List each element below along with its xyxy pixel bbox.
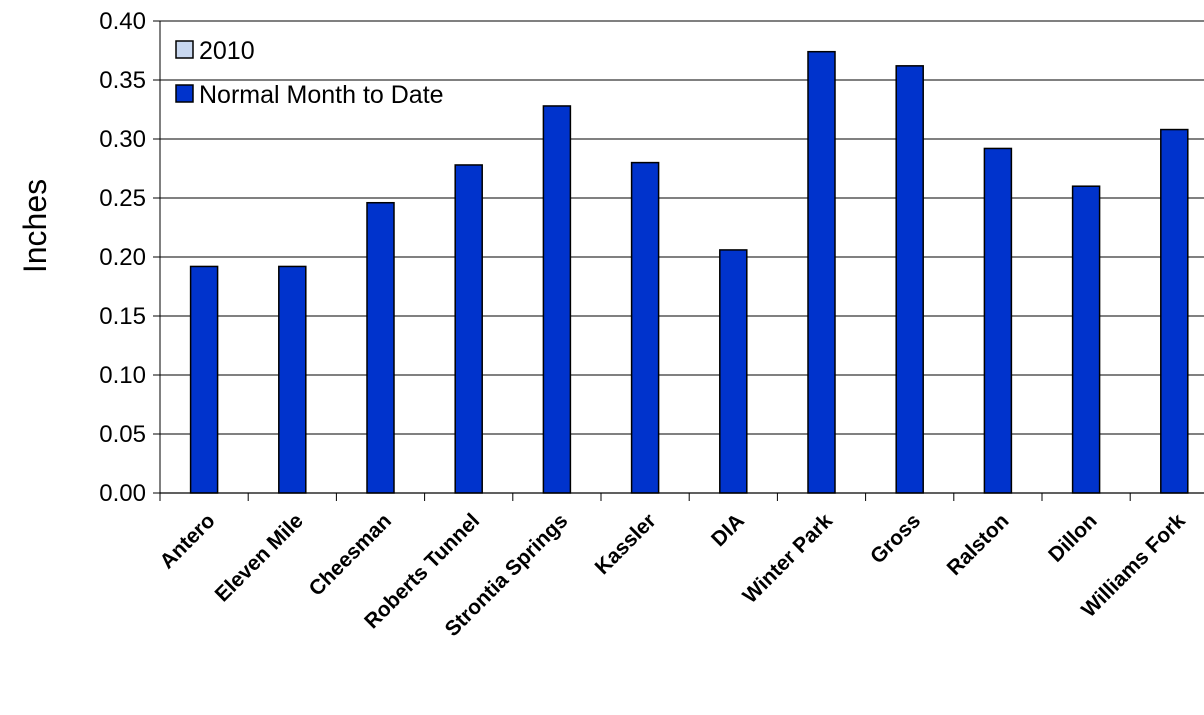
bar-kassler: [630, 161, 660, 494]
y-tick-label: 0.15: [99, 303, 146, 330]
y-tick-label: 0.00: [99, 480, 146, 507]
bar-gross: [895, 65, 924, 494]
x-tick-label: Winter Park: [738, 509, 837, 608]
legend-label-normal: Normal Month to Date: [199, 81, 444, 109]
y-tick-label: 0.25: [99, 185, 146, 212]
bar-cheesman: [366, 201, 395, 494]
y-axis-title: Inches: [17, 179, 53, 273]
x-tick-label: Ralston: [943, 509, 1014, 580]
bar-antero: [189, 265, 219, 494]
bars: [189, 50, 1189, 494]
bar-williams-fork: [1160, 128, 1189, 494]
bar-roberts-tunnel: [454, 164, 483, 494]
x-tick-label: Eleven Mile: [211, 509, 308, 606]
x-tick-label: Kassler: [591, 509, 661, 579]
bar-eleven-mile: [278, 265, 307, 494]
x-axis: [159, 492, 1204, 501]
x-tick-label: Cheesman: [305, 509, 396, 600]
y-tick-label: 0.05: [99, 421, 146, 448]
x-tick-label: Antero: [156, 509, 220, 573]
bar-ralston: [983, 147, 1013, 494]
x-tick-label: Gross: [866, 509, 925, 568]
gridlines: [153, 20, 1204, 494]
bar-dia: [719, 249, 748, 494]
legend-item-2010: 2010: [175, 37, 255, 65]
bar-strontia-springs: [542, 105, 572, 494]
x-tick-label: DIA: [707, 509, 749, 551]
legend: 2010 Normal Month to Date: [175, 37, 444, 109]
y-tick-label: 0.30: [99, 126, 146, 153]
legend-swatch-normal: [175, 84, 194, 103]
y-tick-label: 0.40: [99, 8, 146, 35]
legend-swatch-2010: [175, 40, 194, 59]
legend-item-normal: Normal Month to Date: [175, 81, 444, 109]
bar-winter-park: [807, 50, 836, 494]
y-tick-labels: 0.00 0.05 0.10 0.15 0.20 0.25 0.30 0.35 0.40: [99, 8, 146, 507]
y-tick-label: 0.35: [99, 67, 146, 94]
y-tick-label: 0.20: [99, 244, 146, 271]
x-tick-label: Dillon: [1044, 509, 1102, 567]
legend-label-2010: 2010: [199, 37, 255, 65]
bar-dillon: [1071, 185, 1101, 494]
y-tick-label: 0.10: [99, 362, 146, 389]
